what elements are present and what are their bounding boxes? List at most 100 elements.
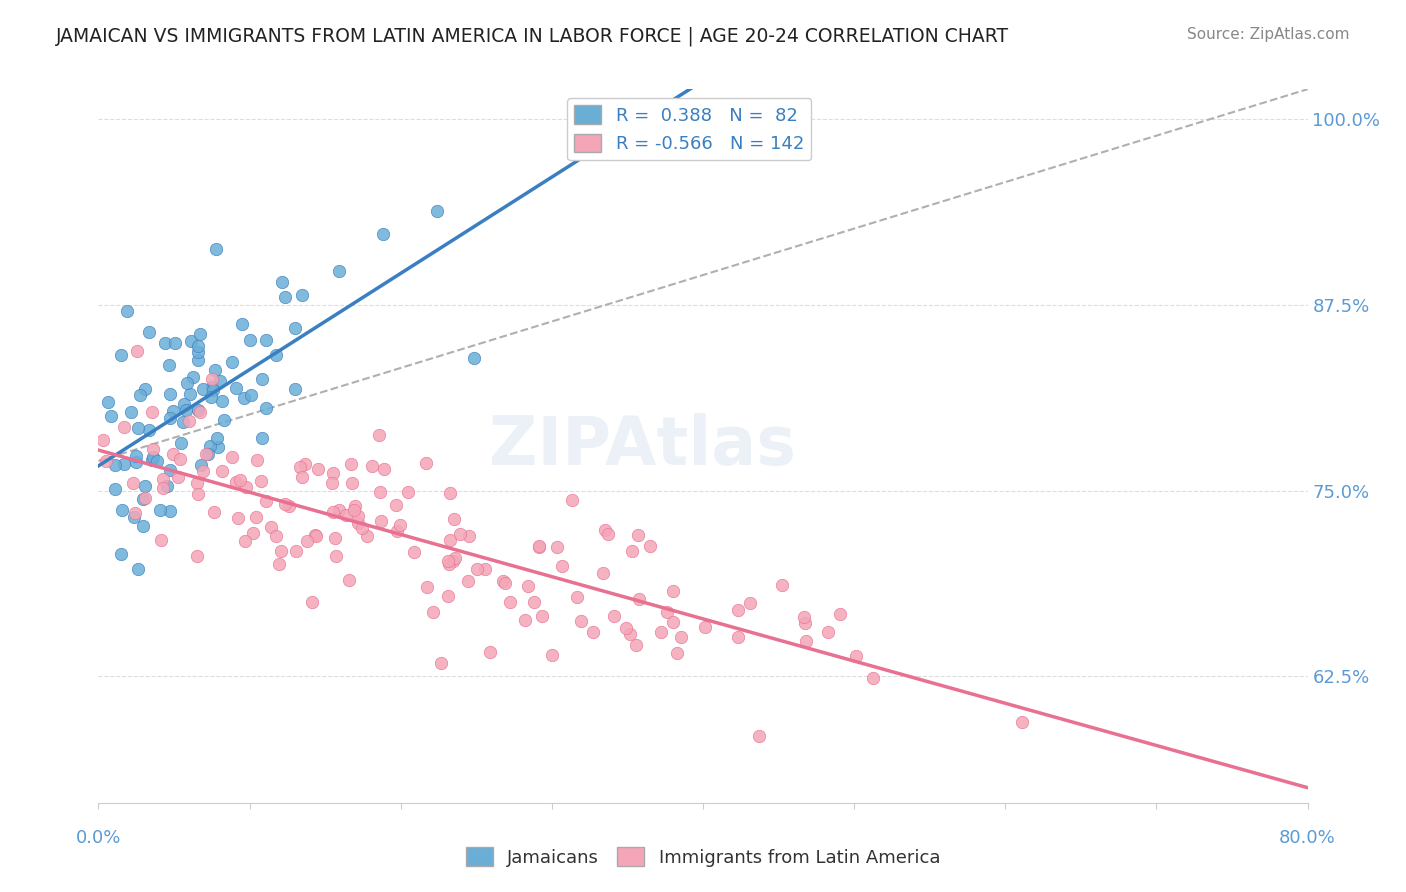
Point <box>225 381 247 395</box>
Point <box>294 457 316 471</box>
Point <box>104 458 127 472</box>
Point <box>231 317 253 331</box>
Point <box>159 410 181 425</box>
Point <box>426 204 449 219</box>
Point <box>516 579 538 593</box>
Point <box>582 625 605 640</box>
Point <box>385 524 408 538</box>
Point <box>152 481 174 495</box>
Point <box>177 414 200 428</box>
Point <box>254 401 277 415</box>
Point <box>187 403 209 417</box>
Point <box>153 336 176 351</box>
Point <box>695 620 717 634</box>
Point <box>270 543 292 558</box>
Point <box>439 533 461 547</box>
Point <box>120 405 142 419</box>
Point <box>529 539 551 553</box>
Point <box>422 605 444 619</box>
Point <box>621 544 644 558</box>
Point <box>152 472 174 486</box>
Point <box>527 541 550 555</box>
Point <box>335 508 357 523</box>
Point <box>157 359 180 373</box>
Point <box>172 415 194 429</box>
Point <box>167 469 190 483</box>
Point <box>284 382 307 396</box>
Point <box>619 626 641 640</box>
Point <box>221 450 243 464</box>
Point <box>1011 715 1033 730</box>
Point <box>388 518 411 533</box>
Point <box>159 504 181 518</box>
Point <box>188 326 211 341</box>
Point <box>592 566 614 580</box>
Point <box>796 633 818 648</box>
Point <box>141 404 163 418</box>
Point <box>437 557 460 571</box>
Text: 80.0%: 80.0% <box>1279 829 1336 847</box>
Point <box>441 554 464 568</box>
Point <box>322 466 344 480</box>
Point <box>449 526 471 541</box>
Point <box>515 613 537 627</box>
Point <box>361 458 384 473</box>
Point <box>569 614 592 628</box>
Point <box>444 550 467 565</box>
Point <box>176 376 198 390</box>
Point <box>170 436 193 450</box>
Point <box>457 574 479 588</box>
Point <box>295 533 318 548</box>
Point <box>198 438 221 452</box>
Point <box>627 591 650 606</box>
Point <box>233 533 256 548</box>
Point <box>284 321 307 335</box>
Point <box>291 288 314 302</box>
Point <box>245 509 267 524</box>
Point <box>727 630 749 644</box>
Point <box>225 475 247 489</box>
Point <box>614 621 637 635</box>
Point <box>214 413 236 427</box>
Point <box>304 528 326 542</box>
Point <box>593 523 616 537</box>
Point <box>162 447 184 461</box>
Point <box>350 521 373 535</box>
Point <box>385 498 408 512</box>
Point <box>321 475 343 490</box>
Point <box>274 290 297 304</box>
Point <box>474 562 496 576</box>
Point <box>235 480 257 494</box>
Point <box>650 625 672 640</box>
Point <box>150 533 173 547</box>
Point <box>479 645 502 659</box>
Point <box>100 409 122 424</box>
Point <box>437 554 460 568</box>
Point <box>205 431 228 445</box>
Point <box>201 372 224 386</box>
Point <box>264 529 287 543</box>
Point <box>278 499 301 513</box>
Point <box>343 503 366 517</box>
Point <box>828 607 851 621</box>
Point <box>187 352 209 367</box>
Point <box>367 428 389 442</box>
Point <box>347 516 370 530</box>
Point <box>416 580 439 594</box>
Point <box>458 529 481 543</box>
Point <box>254 334 277 348</box>
Point <box>195 447 218 461</box>
Point <box>437 589 460 603</box>
Point <box>288 460 311 475</box>
Point <box>208 374 231 388</box>
Point <box>211 464 233 478</box>
Point <box>179 387 201 401</box>
Point <box>190 458 212 472</box>
Point <box>373 461 395 475</box>
Point <box>141 453 163 467</box>
Point <box>546 540 568 554</box>
Point <box>344 500 367 514</box>
Point <box>197 447 219 461</box>
Point <box>551 559 574 574</box>
Point <box>770 577 793 591</box>
